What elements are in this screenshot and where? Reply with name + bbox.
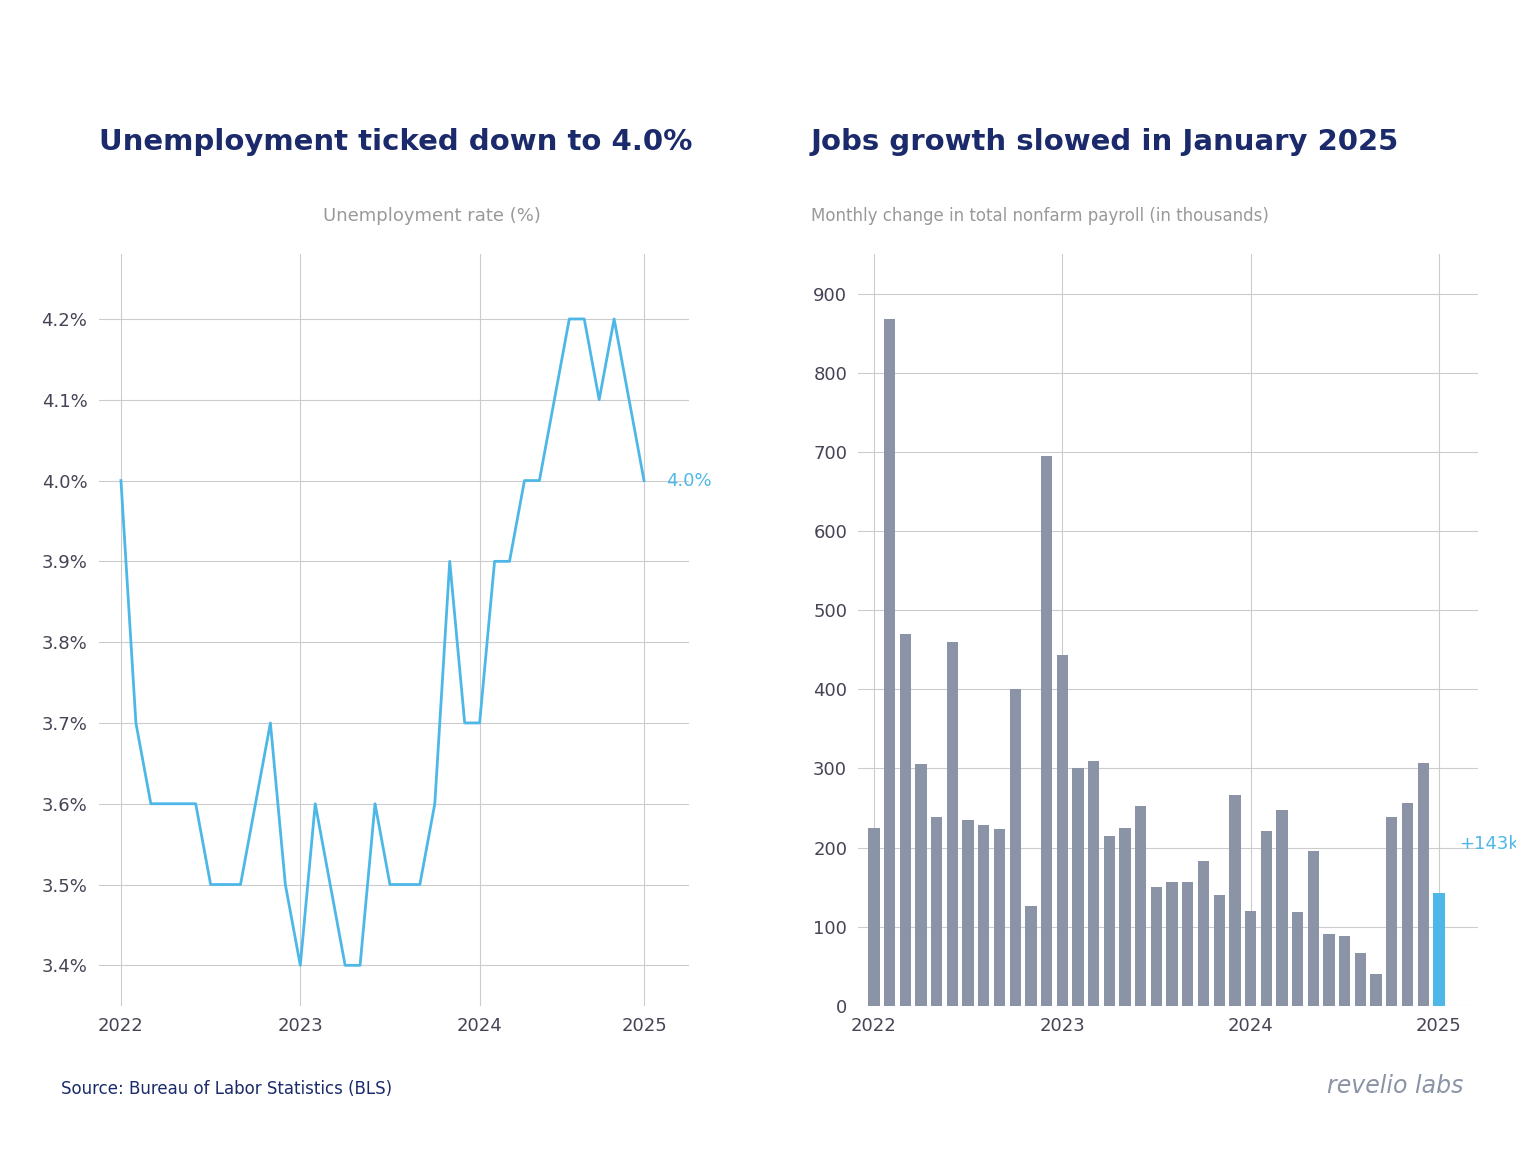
Bar <box>1229 794 1240 1006</box>
Text: Monthly change in total nonfarm payroll (in thousands): Monthly change in total nonfarm payroll … <box>811 207 1269 225</box>
Bar <box>1355 953 1366 1006</box>
Bar <box>884 319 896 1006</box>
Bar <box>1276 809 1287 1006</box>
Bar <box>978 824 990 1006</box>
Bar <box>1308 852 1319 1006</box>
Bar <box>1370 975 1381 1006</box>
Bar <box>869 828 879 1006</box>
Bar <box>1245 911 1257 1006</box>
Text: revelio labs: revelio labs <box>1326 1074 1463 1098</box>
Bar <box>1057 654 1067 1006</box>
Text: Source: Bureau of Labor Statistics (BLS): Source: Bureau of Labor Statistics (BLS) <box>61 1080 391 1098</box>
Bar <box>1402 803 1413 1006</box>
Text: +143k: +143k <box>1460 835 1516 853</box>
Bar <box>1151 887 1163 1006</box>
Text: Unemployment rate (%): Unemployment rate (%) <box>323 207 541 225</box>
Bar <box>1104 836 1114 1006</box>
Bar <box>1339 936 1351 1006</box>
Text: 4.0%: 4.0% <box>667 472 713 489</box>
Text: Unemployment ticked down to 4.0%: Unemployment ticked down to 4.0% <box>99 128 691 156</box>
Bar <box>1010 689 1020 1006</box>
Bar <box>1166 882 1178 1006</box>
Bar <box>948 642 958 1006</box>
Bar <box>994 829 1005 1006</box>
Bar <box>1417 763 1428 1006</box>
Bar <box>1135 806 1146 1006</box>
Bar <box>1119 828 1131 1006</box>
Bar <box>1433 892 1445 1006</box>
Bar <box>1213 895 1225 1006</box>
Bar <box>1323 934 1334 1006</box>
Bar <box>1025 906 1037 1006</box>
Bar <box>1041 455 1052 1006</box>
Bar <box>1088 761 1099 1006</box>
Text: Jobs growth slowed in January 2025: Jobs growth slowed in January 2025 <box>811 128 1399 156</box>
Bar <box>1292 912 1304 1006</box>
Bar <box>899 633 911 1006</box>
Bar <box>1261 831 1272 1006</box>
Bar <box>916 764 926 1006</box>
Bar <box>1386 816 1398 1006</box>
Bar <box>931 816 943 1006</box>
Bar <box>1198 861 1210 1006</box>
Bar <box>1072 769 1084 1006</box>
Bar <box>963 820 973 1006</box>
Bar <box>1182 882 1193 1006</box>
